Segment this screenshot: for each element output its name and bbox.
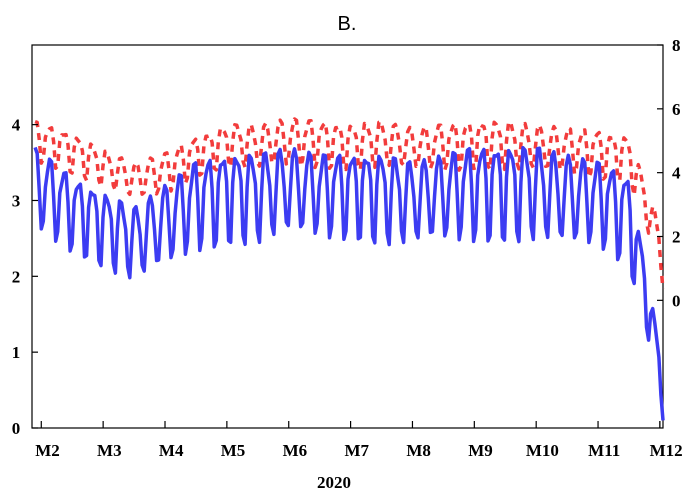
x-tick-label: M9 [468,441,493,460]
series-line-red [34,117,665,290]
x-tick-label: M6 [283,441,308,460]
left-tick-label: 4 [12,116,21,135]
left-axis-ticks: 0 1 2 3 4 [12,116,38,438]
x-tick-label: M11 [588,441,620,460]
left-tick-label: 1 [12,343,21,362]
x-axis-label: 2020 [317,473,351,492]
x-tick-label: M4 [159,441,184,460]
right-tick-label: 4 [672,164,681,183]
x-tick-label: M5 [221,441,246,460]
x-tick-label: M10 [526,441,559,460]
series-line-blue [33,145,665,421]
chart-title: B. [338,13,357,35]
x-tick-label: M7 [345,441,370,460]
x-axis-ticks: M2 M3 M4 M5 M6 M7 M8 M9 M10 M11 M12 [35,421,683,460]
left-tick-label: 3 [12,191,21,210]
right-axis-ticks: 0 2 4 6 8 [657,36,681,310]
series-layer [33,117,665,421]
right-tick-label: 2 [672,228,681,247]
left-tick-label: 0 [12,419,21,438]
x-tick-label: M3 [97,441,122,460]
left-tick-label: 2 [12,267,21,286]
right-tick-label: 6 [672,100,681,119]
right-tick-label: 8 [672,36,681,55]
x-tick-label: M8 [406,441,431,460]
right-tick-label: 0 [672,291,681,310]
x-tick-label: M12 [650,441,683,460]
x-tick-label: M2 [35,441,60,460]
